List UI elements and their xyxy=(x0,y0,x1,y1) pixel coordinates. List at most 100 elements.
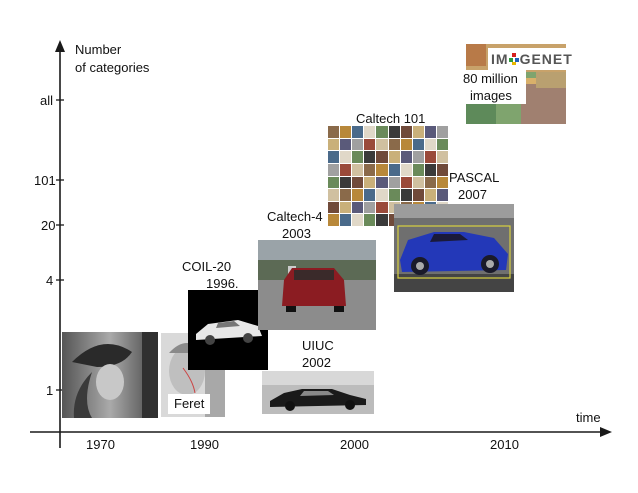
caltech101-tile xyxy=(388,163,400,176)
caltech101-tile xyxy=(376,151,388,163)
million-label-line1: 80 million xyxy=(463,71,518,86)
x-tick-label-2010: 2010 xyxy=(490,437,519,452)
caltech101-tile xyxy=(364,138,376,151)
caltech101-tile xyxy=(388,138,400,151)
coil20-label-line1: COIL-20 xyxy=(182,259,232,274)
caltech4-label-line2: 2003 xyxy=(282,226,311,241)
y-axis-arrow xyxy=(55,40,65,52)
caltech101-tile xyxy=(424,151,436,163)
caltech101-tile xyxy=(328,151,340,163)
caltech101-tile xyxy=(352,163,364,176)
x-axis-title: time xyxy=(576,410,601,425)
caltech101-tile xyxy=(352,214,364,226)
caltech101-tile xyxy=(376,201,388,214)
caltech101-tile xyxy=(400,151,412,163)
caltech101-tile xyxy=(436,163,448,176)
pascal-label-line2: 2007 xyxy=(458,187,487,202)
imagenet-logo-box xyxy=(488,48,570,70)
caltech101-tile xyxy=(376,176,388,189)
caltech101-tile xyxy=(400,163,412,176)
caltech101-tile xyxy=(340,214,352,226)
caltech101-tile xyxy=(340,138,352,151)
caltech101-tile xyxy=(424,176,436,189)
imagenet-logo: IM GENET xyxy=(491,51,573,67)
feret-label-box xyxy=(168,394,210,414)
caltech101-tile xyxy=(352,189,364,201)
caltech101-tile xyxy=(352,151,364,163)
caltech101-tile xyxy=(364,201,376,214)
caltech101-tile xyxy=(376,126,388,138)
caltech101-tile xyxy=(340,201,352,214)
imagenet-logo-part1: IM xyxy=(491,51,509,67)
caltech101-tile xyxy=(364,151,376,163)
caltech101-tile xyxy=(340,163,352,176)
x-axis-arrow xyxy=(600,427,612,437)
caltech101-tile xyxy=(388,151,400,163)
y-tick-label-20: 20 xyxy=(41,218,56,233)
caltech101-tile xyxy=(424,126,436,138)
caltech101-tile xyxy=(376,163,388,176)
caltech101-tile xyxy=(388,126,400,138)
caltech101-tile xyxy=(412,176,424,189)
million-label-box xyxy=(460,70,526,104)
caltech101-tile xyxy=(388,176,400,189)
caltech101-tile xyxy=(412,163,424,176)
caltech101-tile xyxy=(352,126,364,138)
x-tick-label-1990: 1990 xyxy=(190,437,219,452)
caltech101-tile xyxy=(352,201,364,214)
lena-image xyxy=(62,332,158,418)
caltech101-tile xyxy=(436,126,448,138)
caltech101-tile xyxy=(328,214,340,226)
caltech101-tile xyxy=(436,176,448,189)
caltech4-label-line1: Caltech-4 xyxy=(267,209,323,224)
caltech101-tile xyxy=(436,138,448,151)
pascal-label-line1: PASCAL xyxy=(449,170,500,185)
feret-label: Feret xyxy=(174,396,205,411)
caltech101-tile xyxy=(376,189,388,201)
caltech101-tile xyxy=(340,189,352,201)
y-axis-title-line1: Number xyxy=(75,42,122,57)
coil20-image xyxy=(188,290,268,370)
caltech101-tile xyxy=(424,163,436,176)
caltech101-tile xyxy=(436,151,448,163)
caltech101-tile xyxy=(400,138,412,151)
caltech101-tile xyxy=(400,126,412,138)
imagenet-logo-part2: GENET xyxy=(519,51,573,67)
uiuc-label-line2: 2002 xyxy=(302,355,331,370)
caltech101-tile xyxy=(424,189,436,201)
caltech101-tile xyxy=(340,151,352,163)
caltech101-tile xyxy=(328,189,340,201)
y-tick-label-101: 101 xyxy=(34,173,56,188)
y-tick-label-all: all xyxy=(40,93,54,108)
caltech101-tile xyxy=(412,138,424,151)
million-label-line2: images xyxy=(470,88,512,103)
caltech101-tile xyxy=(364,163,376,176)
caltech101-tile xyxy=(364,126,376,138)
caltech101-tile xyxy=(328,126,340,138)
caltech101-tile xyxy=(412,126,424,138)
y-axis-title-line2: of categories xyxy=(75,60,150,75)
x-tick-label-2000: 2000 xyxy=(340,437,369,452)
caltech101-tile xyxy=(412,189,424,201)
caltech101-label: Caltech 101 xyxy=(356,111,426,126)
caltech101-tile xyxy=(328,138,340,151)
caltech101-tile xyxy=(352,176,364,189)
caltech101-tile xyxy=(340,126,352,138)
x-tick-label-1970: 1970 xyxy=(86,437,115,452)
caltech101-tile xyxy=(328,201,340,214)
caltech101-tile xyxy=(424,138,436,151)
coil20-label-line2: 1996. xyxy=(206,276,239,291)
y-tick-label-1: 1 xyxy=(46,383,54,398)
imagenet-logo-a-icon xyxy=(508,53,519,65)
caltech101-tile xyxy=(400,189,412,201)
pascal-image xyxy=(394,204,514,292)
caltech101-tile xyxy=(340,176,352,189)
caltech101-tile xyxy=(328,176,340,189)
caltech101-tile xyxy=(364,189,376,201)
caltech101-tile xyxy=(352,138,364,151)
caltech101-tile xyxy=(364,176,376,189)
uiuc-image xyxy=(262,371,374,414)
caltech4-image xyxy=(258,240,376,330)
caltech101-tile xyxy=(376,214,388,226)
